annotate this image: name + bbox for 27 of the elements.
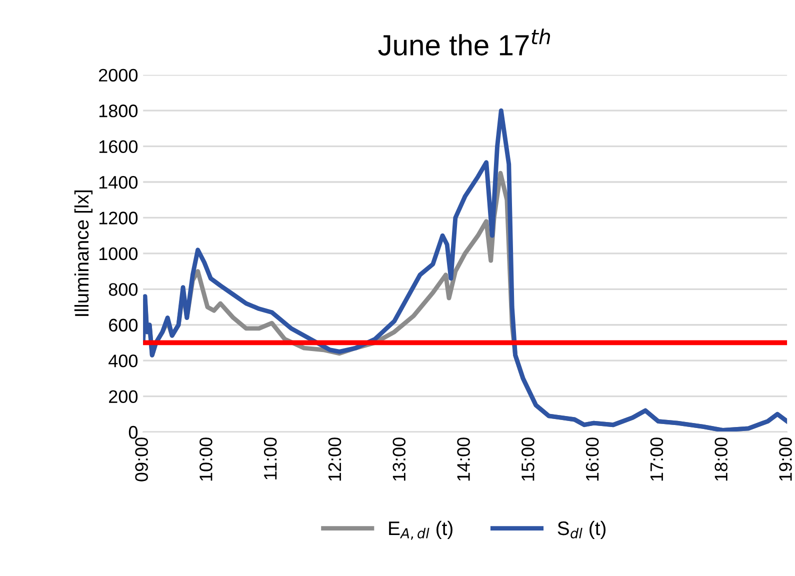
y-tick-label: 1200	[99, 212, 138, 224]
x-tick-label: 15:00	[522, 438, 534, 481]
y-tick-label: 600	[109, 318, 138, 332]
y-tick-label: 0	[128, 426, 138, 439]
y-tick-label: 1400	[99, 176, 138, 189]
x-tick-label: 17:00	[650, 438, 664, 481]
y-tick-label: 1000	[99, 247, 138, 260]
y-tick-label: 2000	[98, 68, 138, 82]
x-tick-label: 14:00	[457, 438, 470, 481]
y-tick-label: 400	[108, 354, 138, 368]
x-tick-label: 11:00	[264, 438, 277, 480]
x-tick-label: 16:00	[586, 438, 599, 481]
x-tick-label: 12:00	[328, 438, 342, 481]
x-tick-label: 13:00	[392, 438, 406, 481]
y-axis-title: Illuminance [lx]	[74, 190, 93, 316]
y-tick-label: 200	[109, 390, 138, 404]
y-tick-label: 800	[108, 283, 138, 296]
legend-label: S$_{dl}$ (t)	[558, 520, 606, 540]
y-tick-label: 1800	[99, 104, 138, 118]
x-tick-label: 09:00	[135, 438, 148, 482]
legend-label: E$_{A,dl}$ (t)	[389, 520, 452, 540]
x-tick-label: 10:00	[200, 438, 212, 481]
y-tick-label: 1600	[99, 140, 138, 154]
line-series	[143, 108, 788, 432]
chart-title: June the 17$^{th}$	[378, 28, 550, 56]
x-tick-label: 18:00	[714, 438, 728, 481]
x-tick-label: 19:00	[779, 438, 792, 481]
